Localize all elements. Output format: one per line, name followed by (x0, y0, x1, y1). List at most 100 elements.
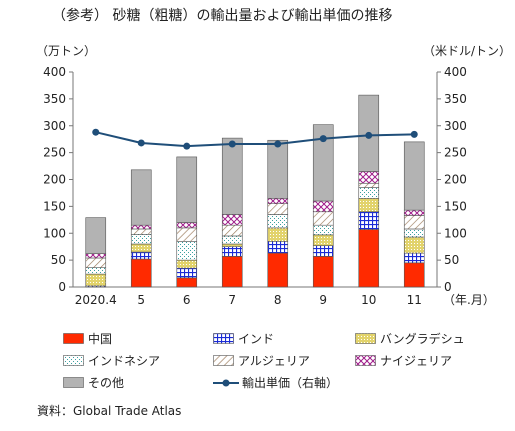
x-unit-label: （年.月） (443, 293, 495, 307)
bar-segment-china (403, 262, 425, 288)
bar-segment-algeria (312, 211, 334, 226)
legend-swatch-other (63, 377, 84, 388)
price-point (183, 142, 191, 150)
bar-segment-indonesia (85, 267, 107, 275)
legend-label: 輸出単価（右軸） (242, 376, 339, 390)
bar-segment-nigeria (130, 224, 152, 230)
right-tick-label: 150 (444, 199, 467, 213)
price-point (319, 135, 327, 143)
x-tick-label: 10 (361, 293, 376, 307)
bar-segment-bangladesh (358, 198, 380, 213)
bar-segment-indonesia (358, 187, 380, 199)
right-tick-label: 50 (444, 253, 459, 267)
bar-segment-china (221, 256, 243, 288)
right-tick-label: 200 (444, 173, 467, 187)
bar-segment-other (221, 137, 243, 215)
bar-segment-nigeria (403, 209, 425, 216)
legend-swatch-bangladesh (355, 333, 376, 344)
legend-item-price: 輸出単価（右軸） (213, 374, 338, 391)
legend-swatch-india (213, 333, 234, 344)
bar-segment-india (312, 245, 334, 257)
bar-segment-algeria (130, 228, 152, 235)
legend-swatch-china (63, 333, 84, 344)
bar-segment-india (267, 241, 289, 254)
bar-segment-china (130, 258, 152, 288)
bar-segment-china (267, 252, 289, 288)
bar-segment-china (358, 229, 380, 288)
legend-swatch-nigeria (355, 355, 376, 366)
bar-segment-algeria (85, 257, 107, 268)
bar-segment-bangladesh (176, 259, 198, 269)
bar-segment-algeria (403, 215, 425, 230)
price-point (410, 130, 418, 138)
bar-segment-india (358, 211, 380, 230)
bar-segment-nigeria (176, 222, 198, 229)
bar-segment-indonesia (267, 214, 289, 229)
legend-item-indonesia: インドネシア (63, 352, 160, 369)
bar-segment-other (267, 139, 289, 199)
bar-segment-other (403, 141, 425, 211)
left-tick-label: 350 (43, 92, 66, 106)
legend-swatch-indonesia (63, 355, 84, 366)
bar-segment-indonesia (221, 235, 243, 245)
bar-segment-nigeria (85, 253, 107, 259)
bar-segment-other (130, 169, 152, 226)
bar-segment-other (312, 124, 334, 202)
bar-segment-china (176, 277, 198, 288)
price-point (365, 131, 373, 139)
right-tick-label: 100 (444, 226, 467, 240)
bar-segment-india (221, 246, 243, 257)
bar-segment-algeria (176, 227, 198, 242)
legend-label: ナイジェリア (380, 354, 453, 368)
left-tick-label: 100 (43, 226, 66, 240)
left-tick-label: 250 (43, 146, 66, 160)
bar-segment-nigeria (312, 200, 334, 213)
legend-label: バングラデシュ (380, 332, 465, 346)
x-tick-label: 6 (183, 293, 191, 307)
x-tick-label: 2020.4 (75, 293, 117, 307)
legend-label: インドネシア (88, 354, 161, 368)
bar-segment-bangladesh (403, 236, 425, 254)
legend-item-china: 中国 (63, 330, 112, 347)
bar-segment-india (176, 267, 198, 279)
right-tick-label: 0 (444, 280, 452, 294)
bar-segment-india (403, 252, 425, 264)
chart-title: （参考） 砂糖（粗糖）の輸出量および輸出単価の推移 (52, 8, 393, 24)
legend-label: アルジェリア (238, 354, 310, 368)
bar-segment-other (176, 156, 198, 223)
bar-segment-indonesia (130, 234, 152, 245)
price-point (274, 140, 282, 148)
source-note: 資料：Global Trade Atlas (37, 404, 182, 418)
left-tick-label: 50 (51, 253, 66, 267)
bar-segment-indonesia (176, 241, 198, 261)
right-axis-unit: （米ドル/トン） (423, 44, 512, 58)
bar-segment-bangladesh (312, 234, 334, 246)
left-tick-label: 150 (43, 199, 66, 213)
legend-item-bangladesh: バングラデシュ (355, 330, 465, 347)
x-tick-label: 5 (137, 293, 145, 307)
right-tick-label: 250 (444, 146, 467, 160)
bar-segment-indonesia (403, 228, 425, 238)
x-tick-label: 7 (228, 293, 236, 307)
legend-item-nigeria: ナイジェリア (355, 352, 452, 369)
bar-segment-nigeria (221, 214, 243, 226)
legend-item-other: その他 (63, 374, 124, 391)
bar-segment-other (85, 217, 107, 254)
legend-item-algeria: アルジェリア (213, 352, 310, 369)
left-tick-label: 0 (58, 280, 66, 294)
bar-segment-china (312, 256, 334, 288)
legend-item-india: インド (213, 330, 274, 347)
right-tick-label: 400 (444, 65, 467, 79)
right-tick-label: 300 (444, 119, 467, 133)
price-point (137, 139, 145, 147)
bar-segment-nigeria (267, 198, 289, 204)
left-tick-label: 200 (43, 173, 66, 187)
right-tick-label: 350 (444, 92, 467, 106)
legend-label: その他 (88, 376, 125, 390)
bar-segment-bangladesh (267, 227, 289, 242)
legend-swatch-price (213, 379, 239, 386)
bar-segment-bangladesh (130, 243, 152, 253)
left-tick-label: 400 (43, 65, 66, 79)
